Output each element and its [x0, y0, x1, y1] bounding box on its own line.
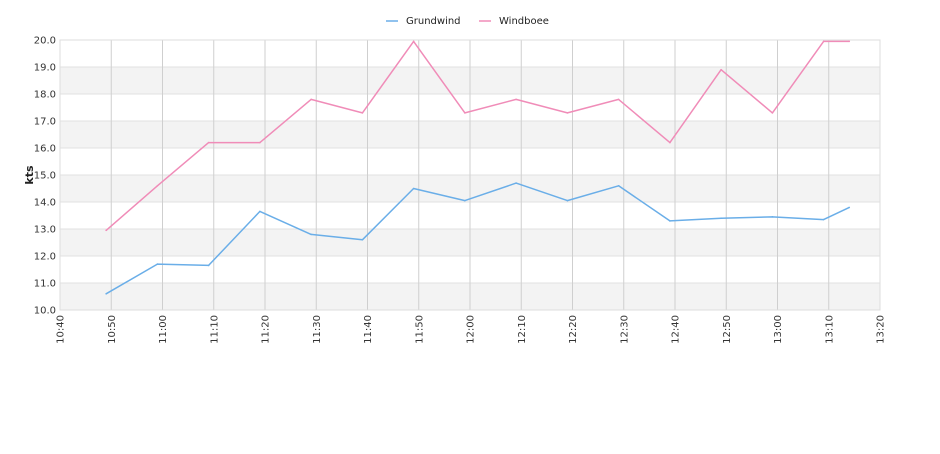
legend[interactable]: Grundwind Windboee [386, 16, 549, 27]
data-point[interactable] [464, 112, 466, 114]
data-point[interactable] [771, 112, 774, 114]
x-tick-label: 13:10 [824, 315, 835, 344]
y-tick-label: 12.0 [34, 252, 56, 263]
x-tick-label: 11:40 [363, 315, 374, 344]
x-tick-label: 12:50 [722, 315, 733, 344]
data-point[interactable] [566, 199, 569, 202]
data-point[interactable] [669, 220, 671, 222]
y-tick-label: 11.0 [34, 279, 56, 290]
data-point[interactable] [669, 141, 671, 144]
y-tick-label: 16.0 [34, 144, 56, 155]
data-point[interactable] [207, 264, 210, 267]
grid-lines [59, 39, 881, 311]
data-point[interactable] [105, 229, 107, 232]
data-point[interactable] [720, 68, 722, 71]
x-tick-label: 11:10 [209, 315, 220, 344]
data-point[interactable] [361, 239, 364, 241]
x-tick-label: 10:40 [56, 315, 67, 344]
data-point[interactable] [259, 210, 261, 213]
data-point[interactable] [156, 185, 159, 187]
x-tick-label: 12:30 [619, 315, 630, 344]
data-point[interactable] [771, 216, 774, 218]
x-tick-label: 11:30 [312, 315, 323, 344]
data-point[interactable] [822, 218, 825, 221]
x-tick-label: 12:10 [517, 315, 528, 344]
data-point[interactable] [515, 98, 517, 101]
data-point[interactable] [617, 98, 620, 101]
series-line [105, 40, 850, 231]
x-tick-label: 12:40 [671, 315, 682, 344]
y-tick-label: 13.0 [34, 225, 56, 236]
x-tick-label: 12:00 [466, 315, 477, 344]
y-tick-label: 19.0 [34, 63, 56, 74]
x-axis: 10:40 10:50 11:00 11:10 11:20 11:30 11:40 11:50… [56, 315, 887, 344]
data-point[interactable] [105, 293, 107, 295]
x-tick-label: 10:50 [107, 315, 118, 344]
series-group [105, 40, 851, 295]
data-point[interactable] [412, 187, 415, 190]
plot-frame [59, 39, 881, 311]
data-point[interactable] [848, 206, 851, 209]
series-line [105, 182, 850, 295]
data-point[interactable] [310, 98, 312, 101]
y-axis: 10.0 11.0 12.0 13.0 14.0 15.0 16.0 17.0 18.0 19.0… [34, 36, 56, 317]
data-point[interactable] [156, 263, 159, 265]
y-tick-label: 20.0 [34, 36, 56, 47]
y-tick-label: 17.0 [34, 117, 56, 128]
data-point[interactable] [207, 141, 210, 144]
data-point[interactable] [566, 112, 569, 114]
data-point[interactable] [310, 233, 312, 236]
y-tick-label: 10.0 [34, 306, 56, 317]
data-point[interactable] [848, 40, 851, 43]
data-point[interactable] [464, 199, 466, 202]
x-tick-label: 11:50 [414, 315, 425, 344]
legend-label[interactable]: Grundwind [406, 16, 461, 27]
x-tick-label: 11:20 [261, 315, 272, 344]
y-tick-label: 14.0 [34, 198, 56, 209]
y-tick-label: 18.0 [34, 90, 56, 101]
data-point[interactable] [259, 141, 261, 144]
y-tick-label: 15.0 [34, 171, 56, 182]
x-tick-label: 11:00 [158, 315, 169, 344]
data-point[interactable] [412, 40, 415, 43]
y-axis-title: kts [23, 165, 36, 185]
x-tick-label: 12:20 [568, 315, 579, 344]
x-tick-label: 13:20 [876, 315, 887, 344]
data-point[interactable] [822, 40, 825, 43]
data-point[interactable] [617, 185, 620, 187]
data-point[interactable] [515, 182, 517, 184]
x-tick-label: 13:00 [773, 315, 784, 344]
data-point[interactable] [720, 217, 722, 219]
data-point[interactable] [361, 112, 364, 114]
legend-label[interactable]: Windboee [499, 16, 549, 27]
